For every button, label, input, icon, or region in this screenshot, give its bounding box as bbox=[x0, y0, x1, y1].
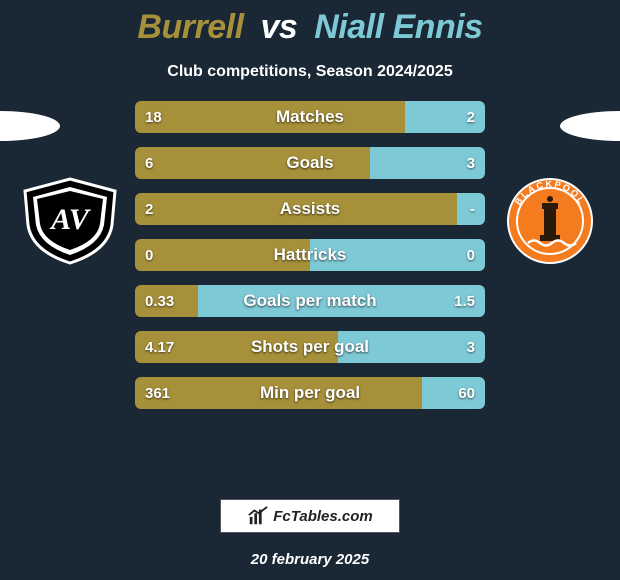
svg-text:AV: AV bbox=[49, 203, 92, 236]
player2-name: Niall Ennis bbox=[314, 8, 482, 46]
decorative-oval-left bbox=[0, 111, 60, 141]
stat-right-value: - bbox=[470, 201, 475, 218]
stat-row: 2-Assists bbox=[135, 193, 485, 225]
comparison-title: Burrell vs Niall Ennis bbox=[0, 0, 620, 47]
stat-left-value: 4.17 bbox=[145, 339, 174, 356]
stat-right-segment: 2 bbox=[405, 101, 486, 133]
stat-right-value: 0 bbox=[467, 247, 475, 264]
stat-row: 4.173Shots per goal bbox=[135, 331, 485, 363]
decorative-oval-right bbox=[560, 111, 620, 141]
stat-right-value: 2 bbox=[467, 109, 475, 126]
chart-stage: AV BLACKPOOL 182Matches63Goals2-Assists0… bbox=[0, 99, 620, 459]
academico-viseu-badge: AV bbox=[20, 177, 120, 265]
chart-icon bbox=[247, 505, 269, 527]
fctables-text: FcTables.com bbox=[273, 508, 372, 525]
stat-row: 63Goals bbox=[135, 147, 485, 179]
stat-left-value: 0 bbox=[145, 247, 153, 264]
stat-row: 182Matches bbox=[135, 101, 485, 133]
stat-left-value: 18 bbox=[145, 109, 162, 126]
fctables-logo: FcTables.com bbox=[220, 499, 400, 533]
stat-left-segment: 4.17 bbox=[135, 331, 338, 363]
stat-left-value: 6 bbox=[145, 155, 153, 172]
stat-right-segment: 0 bbox=[310, 239, 485, 271]
stat-right-segment: - bbox=[457, 193, 485, 225]
stat-right-value: 60 bbox=[458, 385, 475, 402]
stat-left-segment: 0.33 bbox=[135, 285, 198, 317]
stat-left-segment: 361 bbox=[135, 377, 422, 409]
stat-left-value: 0.33 bbox=[145, 293, 174, 310]
stat-left-value: 2 bbox=[145, 201, 153, 218]
stat-left-value: 361 bbox=[145, 385, 170, 402]
subtitle: Club competitions, Season 2024/2025 bbox=[0, 63, 620, 81]
stat-right-segment: 3 bbox=[338, 331, 485, 363]
stat-row: 0.331.5Goals per match bbox=[135, 285, 485, 317]
stat-left-segment: 0 bbox=[135, 239, 310, 271]
vs-text: vs bbox=[260, 8, 297, 46]
stat-row: 36160Min per goal bbox=[135, 377, 485, 409]
stat-right-segment: 1.5 bbox=[198, 285, 485, 317]
stat-left-segment: 6 bbox=[135, 147, 370, 179]
stat-left-segment: 18 bbox=[135, 101, 405, 133]
stat-right-segment: 60 bbox=[422, 377, 485, 409]
stat-right-segment: 3 bbox=[370, 147, 486, 179]
blackpool-badge: BLACKPOOL bbox=[500, 177, 600, 265]
stat-row: 00Hattricks bbox=[135, 239, 485, 271]
stat-right-value: 3 bbox=[467, 155, 475, 172]
footer-date: 20 february 2025 bbox=[0, 551, 620, 568]
player1-name: Burrell bbox=[137, 8, 243, 46]
stat-right-value: 3 bbox=[467, 339, 475, 356]
stat-left-segment: 2 bbox=[135, 193, 457, 225]
stat-right-value: 1.5 bbox=[454, 293, 475, 310]
stat-bars: 182Matches63Goals2-Assists00Hattricks0.3… bbox=[135, 101, 485, 409]
